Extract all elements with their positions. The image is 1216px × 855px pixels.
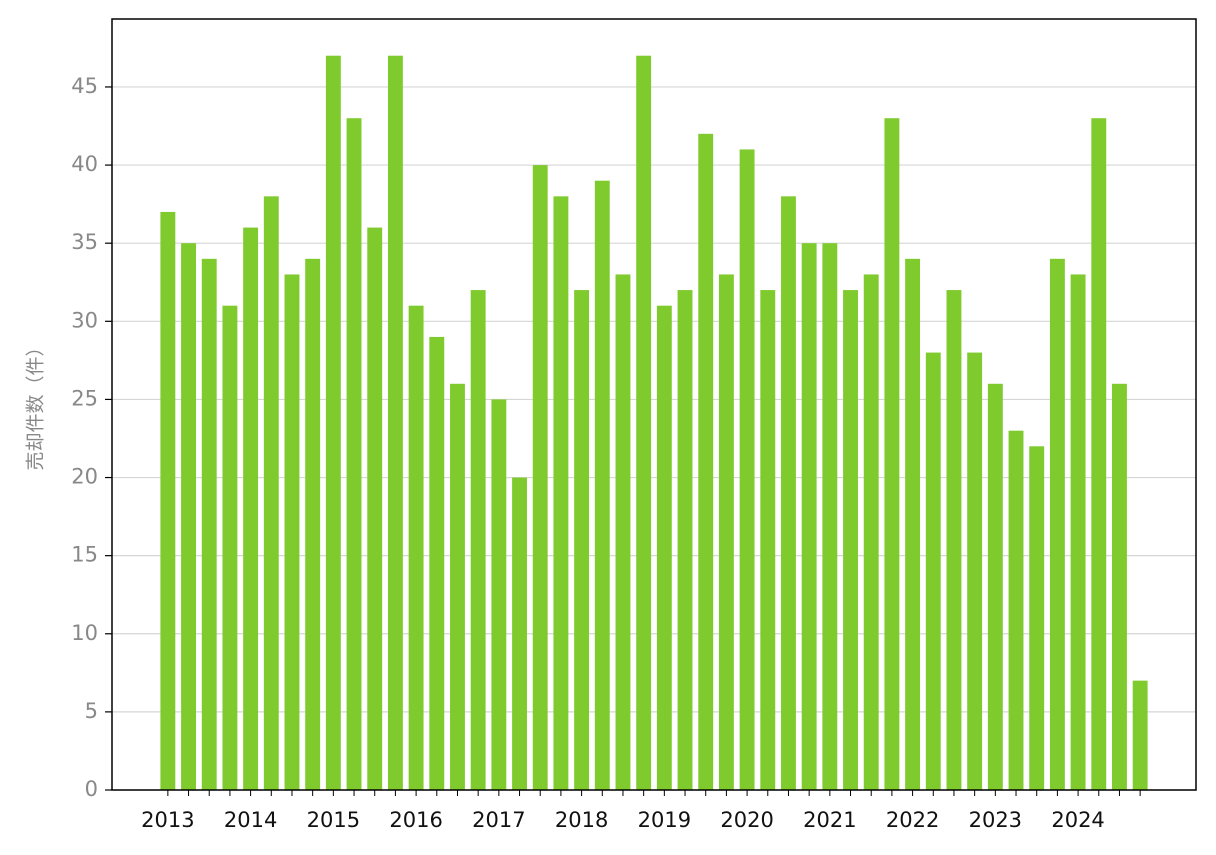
- bar: [284, 274, 300, 790]
- x-tick-label: 2013: [141, 808, 194, 832]
- y-tick-label: 20: [71, 465, 98, 489]
- bar: [946, 290, 962, 790]
- bar: [367, 227, 383, 791]
- bar: [532, 165, 548, 790]
- x-tick-label: 2018: [555, 808, 608, 832]
- bar: [574, 290, 590, 790]
- bar: [181, 243, 196, 791]
- x-tick-label: 2021: [803, 808, 856, 832]
- y-tick-label: 15: [71, 543, 98, 567]
- bar: [925, 352, 941, 790]
- y-axis-label: 売却件数（件）: [25, 337, 47, 470]
- bar: [160, 211, 176, 790]
- bar: [781, 196, 796, 790]
- bar: [1112, 383, 1127, 790]
- y-tick-label: 35: [71, 230, 98, 254]
- bar: [305, 258, 321, 790]
- bar: [594, 180, 610, 790]
- bar: [346, 118, 362, 791]
- bar: [987, 383, 1003, 790]
- y-tick-label: 30: [71, 308, 98, 332]
- x-tick-label: 2019: [638, 808, 691, 832]
- bar: [656, 305, 672, 790]
- bar: [263, 196, 279, 790]
- bar: [615, 274, 631, 790]
- bar: [491, 399, 507, 790]
- x-tick-label: 2014: [224, 808, 277, 832]
- x-tick-label: 2015: [307, 808, 360, 832]
- bar: [698, 133, 714, 791]
- bar: [1070, 274, 1086, 790]
- x-tick-label: 2024: [1051, 808, 1104, 832]
- x-tick-label: 2017: [472, 808, 525, 832]
- bar: [1049, 258, 1065, 790]
- bar: [470, 290, 486, 790]
- bar: [739, 149, 755, 790]
- bar: [843, 290, 858, 790]
- y-tick-label: 40: [71, 152, 98, 176]
- bar: [636, 55, 652, 790]
- bar: [222, 305, 238, 790]
- bar: [1091, 118, 1107, 791]
- y-tick-label: 45: [71, 74, 98, 98]
- bar: [822, 243, 838, 791]
- bar: [760, 290, 776, 790]
- bar: [325, 55, 341, 790]
- y-tick-label: 25: [71, 386, 98, 410]
- bar: [1132, 680, 1148, 790]
- x-tick-label: 2020: [720, 808, 773, 832]
- bar: [429, 336, 445, 790]
- bar: [201, 258, 217, 790]
- bar: [387, 55, 403, 790]
- bar: [408, 305, 424, 790]
- bar: [677, 290, 693, 790]
- y-tick-label: 10: [71, 621, 98, 645]
- bar: [863, 274, 879, 790]
- x-tick-label: 2023: [969, 808, 1022, 832]
- bar: [884, 118, 900, 791]
- y-tick-label: 5: [85, 699, 98, 723]
- bar: [512, 477, 527, 790]
- bar: [718, 274, 734, 790]
- bar: [1029, 446, 1045, 790]
- x-tick-label: 2022: [886, 808, 939, 832]
- bar: [450, 383, 465, 790]
- bar: [1008, 430, 1024, 790]
- y-tick-label: 0: [85, 777, 98, 801]
- bar: [967, 352, 983, 790]
- plot-frame: [111, 18, 1197, 791]
- bar: [553, 196, 569, 790]
- bar: [243, 227, 259, 791]
- bar: [801, 243, 817, 791]
- bar: [905, 258, 921, 790]
- x-tick-label: 2016: [389, 808, 442, 832]
